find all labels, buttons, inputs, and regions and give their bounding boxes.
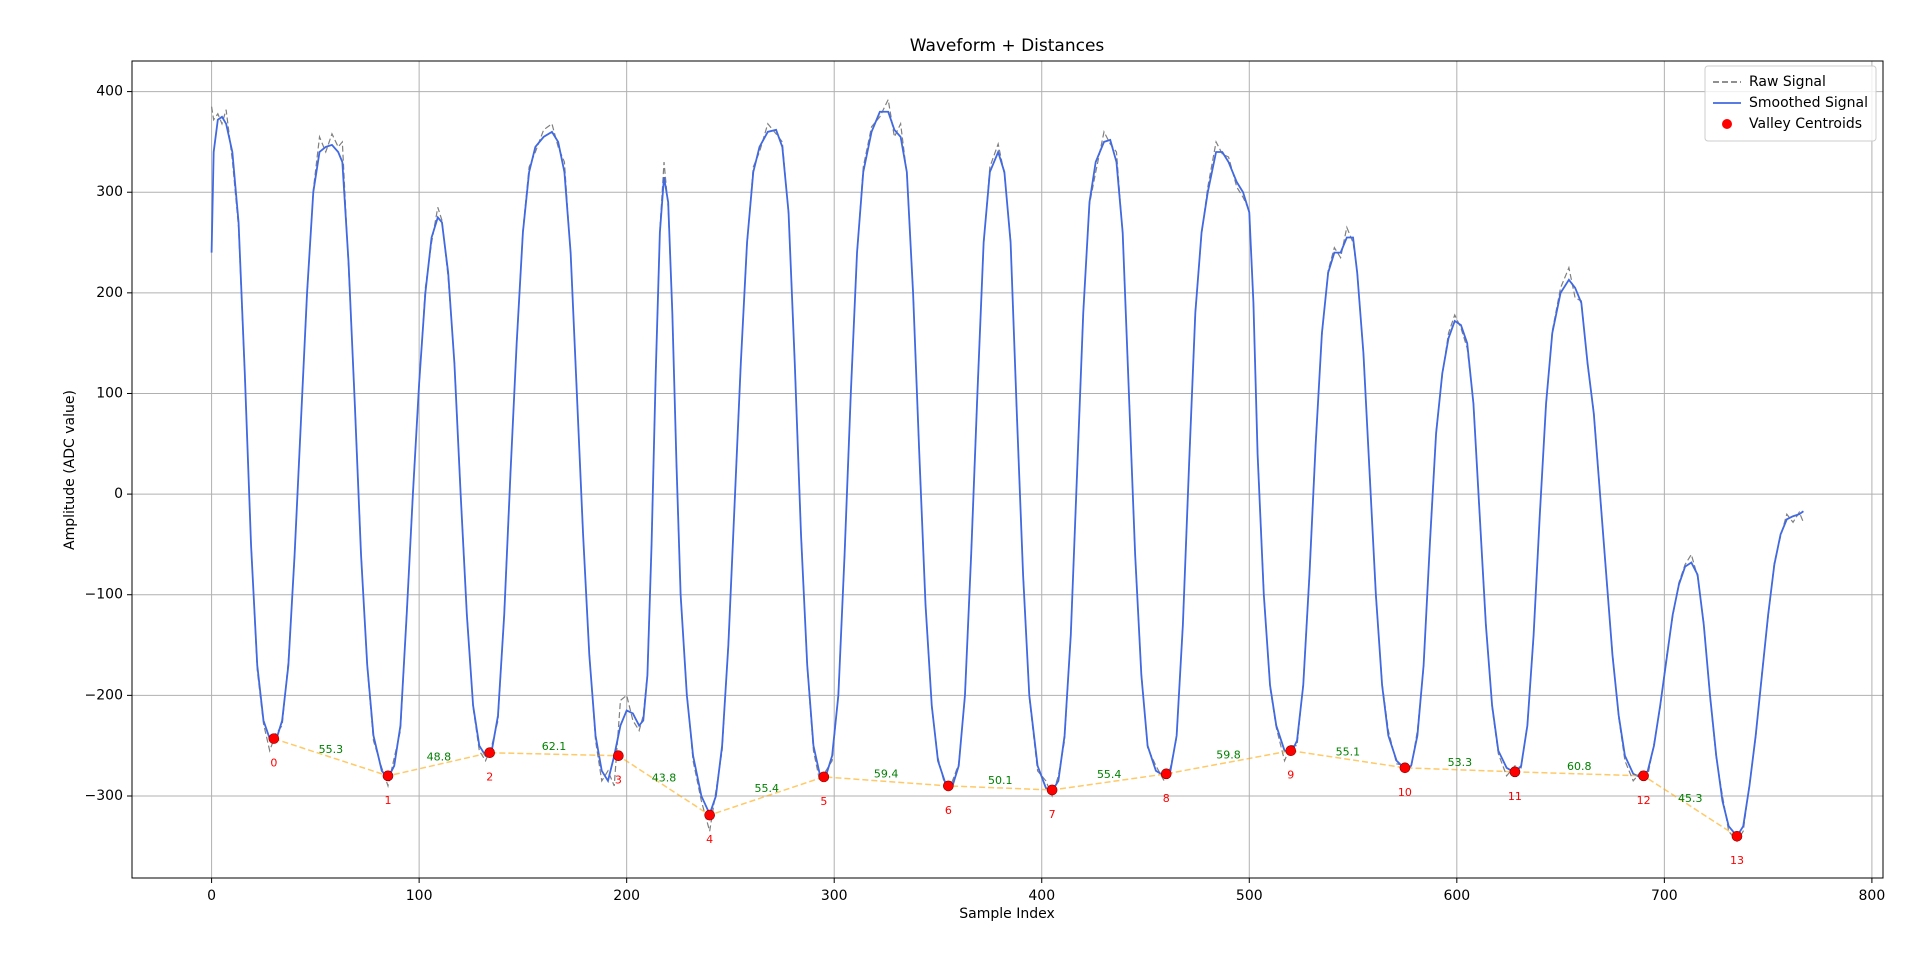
chart-title: Waveform + Distances [910,36,1105,56]
x-tick-label: 0 [207,888,216,904]
distance-label: 62.1 [542,740,567,753]
x-axis-label: Sample Index [959,906,1054,922]
x-tick-label: 400 [1028,888,1055,904]
y-tick-label: 400 [96,84,123,100]
x-tick-label: 300 [821,888,848,904]
centroid-label: 2 [486,771,493,784]
centroid-label: 11 [1508,790,1522,803]
distance-label: 45.3 [1678,792,1703,805]
distance-label: 53.3 [1448,756,1473,769]
distance-label: 55.1 [1336,745,1361,758]
x-tick-label: 200 [613,888,640,904]
distance-label: 59.8 [1216,748,1241,761]
centroid-label: 0 [270,757,277,770]
distance-label: 48.8 [427,750,452,763]
y-tick-label: 200 [96,285,123,301]
centroid-point [1731,830,1743,842]
centroid-point [818,771,830,783]
distance-label: 59.4 [874,767,899,780]
centroid-label: 5 [820,795,827,808]
centroid-label: 4 [706,833,713,846]
centroid-point [484,747,495,759]
centroid-point [382,770,394,782]
y-tick-label: −100 [85,587,123,603]
legend: Raw Signal Smoothed Signal Valley Centroid… [1704,65,1877,142]
y-tick-label: −300 [85,788,123,804]
y-tick-label: 300 [96,184,123,200]
legend-swatch [1722,119,1732,129]
x-tick-label: 800 [1859,888,1886,904]
centroid-label: 10 [1398,786,1412,799]
x-tick-label: 100 [406,888,433,904]
centroid-point [613,750,624,762]
legend-label: Raw Signal [1749,74,1826,90]
centroid-label: 1 [384,794,391,807]
centroid-label: 12 [1637,794,1651,807]
x-tick-label: 500 [1236,888,1263,904]
distance-line [273,737,1738,837]
centroid-label: 6 [945,804,952,817]
centroid-label: 13 [1730,854,1744,867]
legend-label: Valley Centroids [1749,116,1862,132]
centroid-point [704,809,715,821]
y-tick-label: 0 [114,486,123,502]
legend-label: Smoothed Signal [1749,95,1868,111]
x-tick-label: 700 [1651,888,1678,904]
centroid-point [1399,762,1411,774]
distance-label: 60.8 [1567,760,1592,773]
centroid-point [268,733,280,744]
centroid-point [943,780,954,792]
legend-box [1704,65,1877,142]
centroid-label: 7 [1049,808,1056,821]
distance-label: 55.4 [1097,768,1122,781]
distance-label: 50.1 [988,774,1013,787]
series-line [210,110,1804,838]
centroid-point [1285,745,1297,757]
y-axis-label: Amplitude (ADC value) [62,390,78,550]
distance-label: 43.8 [652,771,677,784]
centroid-label: 9 [1287,769,1294,782]
axes-frame [131,60,1884,879]
y-tick-label: −200 [85,687,123,703]
x-tick-label: 600 [1443,888,1470,904]
centroid-label: 8 [1163,792,1170,805]
centroid-label: 3 [615,774,622,787]
distance-label: 55.4 [755,782,780,795]
distance-label: 55.3 [319,743,344,756]
centroid-point [1509,766,1521,778]
centroid-point [1046,784,1058,796]
plot-area: 55.3 48.8 62.1 43.8 55.4 59.4 50.1 55.4 59.8 55.1… [210,97,1804,867]
centroid-point [1160,768,1172,780]
y-tick-label: 100 [96,385,123,401]
centroid-point [1638,770,1649,782]
